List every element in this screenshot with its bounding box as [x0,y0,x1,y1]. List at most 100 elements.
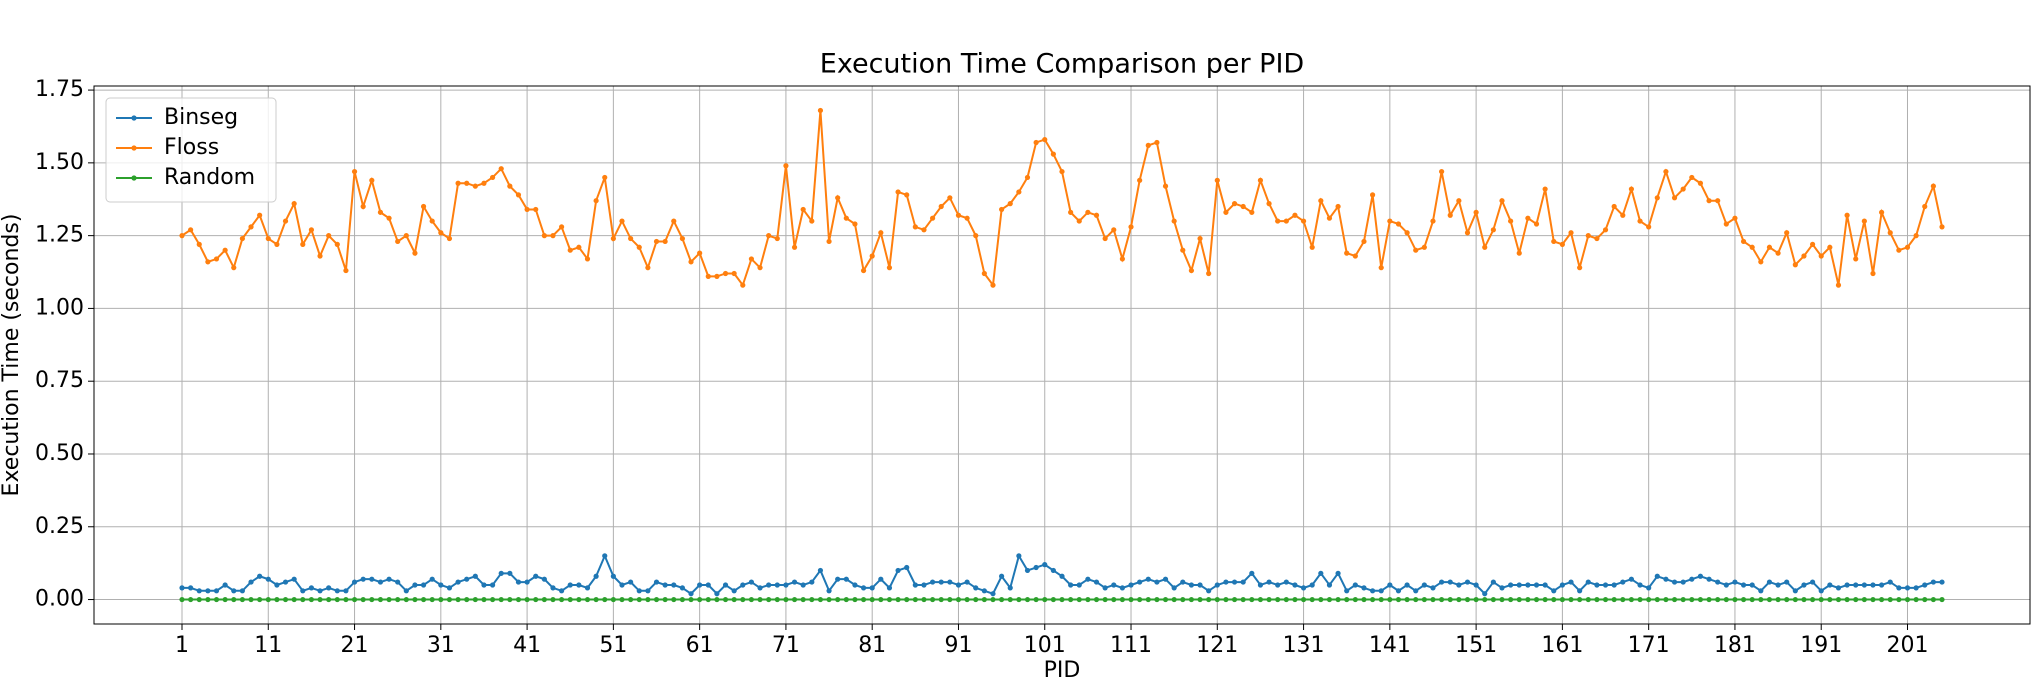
point [326,596,332,603]
point [308,227,315,233]
line [181,110,1943,288]
point [731,596,737,603]
point [1387,582,1393,588]
point [1300,585,1307,591]
point [257,212,263,218]
point [1197,235,1203,242]
point [1171,596,1177,603]
point [420,203,427,210]
point [1749,596,1755,603]
point [1318,198,1324,204]
point [1352,596,1358,603]
point [369,576,375,582]
point [722,582,729,588]
point [964,579,970,585]
point [1801,596,1807,603]
point [869,253,875,259]
point [1792,596,1798,603]
point [705,582,711,588]
point [1784,230,1790,236]
point [1283,579,1289,585]
point [464,576,470,582]
point [1723,582,1729,588]
point [1439,596,1445,603]
point [498,570,504,576]
point [843,215,849,221]
point [662,596,668,603]
y-tick-label: 1.25 [35,223,84,248]
point [429,596,435,603]
point [248,579,254,585]
point [205,259,211,265]
point [938,596,944,603]
point [1093,596,1100,603]
point [507,183,513,189]
point [1369,588,1376,594]
point [653,238,660,245]
point [481,582,487,588]
point [1292,582,1298,588]
point [472,596,478,603]
point [1404,582,1410,588]
point [1818,588,1824,594]
point [248,224,254,230]
point [912,224,918,230]
point [1283,596,1289,603]
point [420,582,427,588]
point [1102,585,1108,591]
point [964,215,970,221]
point [1715,198,1721,204]
point [1766,596,1773,603]
point [1413,588,1419,594]
point [947,596,953,603]
point [852,582,858,588]
point [1352,582,1358,588]
y-tick-label: 0.25 [35,514,84,539]
point [1378,596,1384,603]
point [878,576,884,582]
point [1024,174,1031,181]
point [766,596,772,603]
point [1395,596,1402,603]
point [671,596,677,603]
point [766,582,772,588]
point [860,267,867,274]
point [1620,596,1626,603]
point [697,250,703,256]
point [1456,582,1462,588]
point [671,582,677,588]
point [1594,235,1600,242]
point [645,265,651,271]
point [748,579,755,585]
legend-box [105,97,277,203]
point [826,596,832,603]
point [1913,596,1919,603]
point [343,596,349,603]
point [1137,579,1143,585]
point [1024,567,1031,574]
point [1533,221,1540,227]
point [886,585,893,591]
point [231,265,237,271]
point [904,564,910,571]
point [843,596,849,603]
point [1369,192,1376,198]
point [1257,177,1264,183]
point [921,596,927,603]
point [412,582,418,588]
point [921,582,927,588]
point [1784,579,1790,585]
y-tick-label: 0.50 [35,441,84,466]
point [1188,596,1195,603]
point [1611,582,1617,588]
point [550,233,556,239]
point [1680,596,1686,603]
point [990,596,996,603]
point [1930,579,1936,585]
point [1697,573,1704,579]
point [610,573,616,579]
point [1835,585,1842,591]
point [1231,579,1238,585]
point [1559,241,1565,247]
